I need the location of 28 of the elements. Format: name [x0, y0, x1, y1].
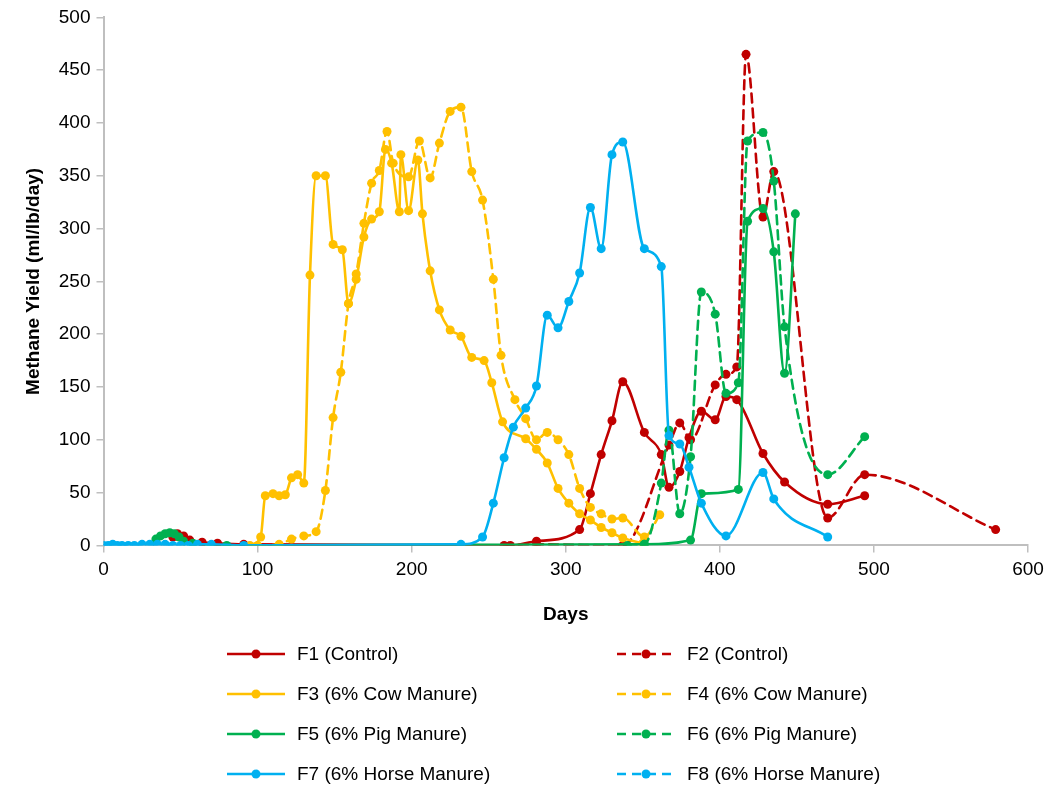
- x-tick-label: 600: [1012, 558, 1044, 580]
- y-axis-title: Methane Yield (ml/lb/day): [21, 167, 43, 395]
- y-tick-label: 300: [58, 216, 91, 238]
- y-tick-label: 100: [58, 428, 91, 450]
- y-tick-label: 0: [79, 533, 91, 555]
- y-tick-label: 350: [58, 164, 91, 186]
- y-tick-label: 500: [58, 5, 91, 27]
- x-tick-label: 400: [703, 558, 736, 580]
- legend-label: F5 (6% Pig Manure): [297, 723, 468, 745]
- y-tick-label: 250: [58, 269, 91, 291]
- legend-label: F1 (Control): [297, 643, 399, 665]
- y-tick-label: 50: [69, 480, 91, 502]
- legend-label: F6 (6% Pig Manure): [687, 723, 858, 745]
- x-tick-label: 200: [395, 558, 428, 580]
- y-tick-label: 450: [58, 58, 91, 80]
- legend-label: F8 (6% Horse Manure): [687, 763, 881, 785]
- x-axis-title: Days: [543, 602, 589, 624]
- x-tick-label: 100: [241, 558, 274, 580]
- y-tick-label: 150: [58, 375, 91, 397]
- x-tick-label: 0: [98, 558, 109, 580]
- y-tick-label: 200: [58, 322, 91, 344]
- y-tick-label: 400: [58, 111, 91, 133]
- x-tick-label: 300: [549, 558, 582, 580]
- legend-label: F7 (6% Horse Manure): [297, 763, 491, 785]
- x-tick-label: 500: [858, 558, 890, 580]
- legend-label: F2 (Control): [687, 643, 789, 665]
- legend-label: F3 (6% Cow Manure): [297, 683, 478, 705]
- legend-label: F4 (6% Cow Manure): [687, 683, 868, 705]
